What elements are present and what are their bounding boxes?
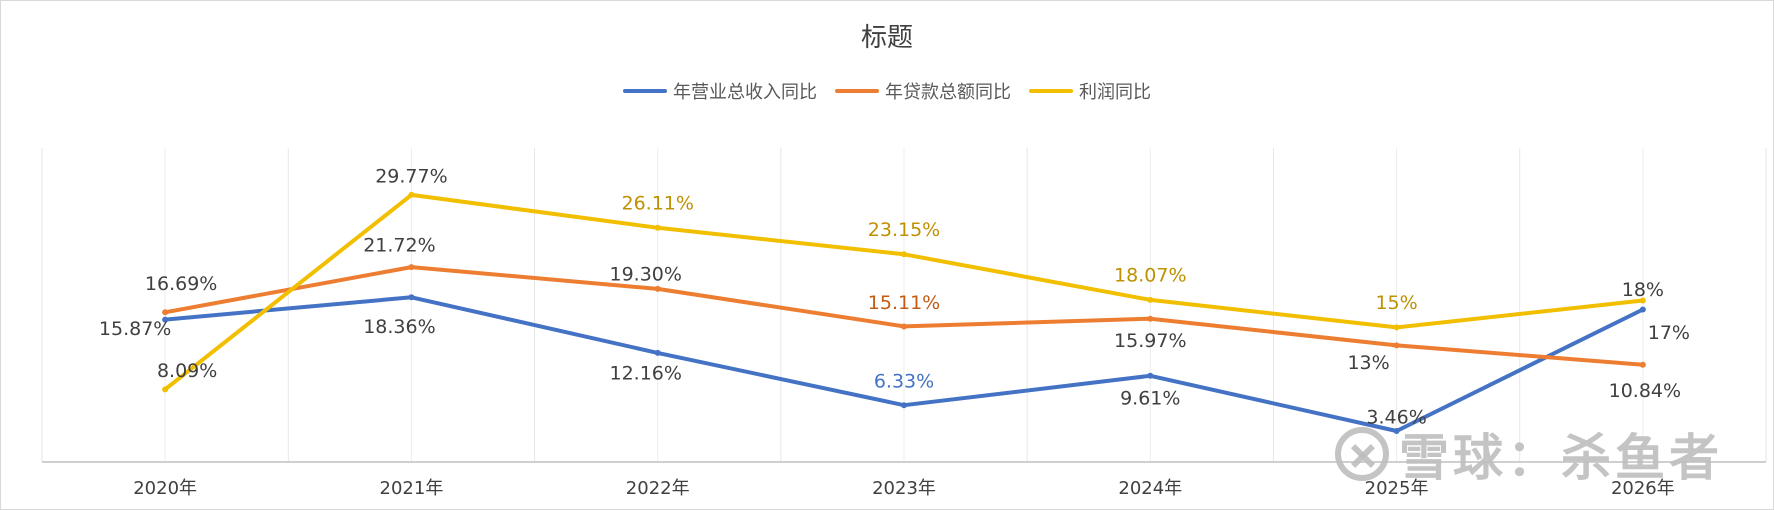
data-point[interactable] <box>162 309 169 316</box>
data-label: 16.69% <box>145 273 217 295</box>
data-label: 23.15% <box>868 219 940 241</box>
legend-item-profit[interactable]: 利润同比 <box>1029 78 1151 104</box>
data-point[interactable] <box>1393 427 1400 434</box>
data-label: 18.07% <box>1114 264 1186 286</box>
data-label: 21.72% <box>363 235 435 257</box>
data-label: 15.11% <box>868 292 940 314</box>
data-point[interactable] <box>408 294 415 301</box>
data-point[interactable] <box>1639 361 1646 368</box>
data-point[interactable] <box>1639 306 1646 313</box>
data-point[interactable] <box>654 349 661 356</box>
data-point[interactable] <box>654 285 661 292</box>
data-label: 15% <box>1375 292 1417 314</box>
data-label: 18% <box>1622 279 1664 301</box>
data-label: 10.84% <box>1609 380 1681 402</box>
data-label: 13% <box>1347 352 1389 374</box>
data-point[interactable] <box>901 323 907 330</box>
data-point[interactable] <box>1147 315 1154 322</box>
data-point[interactable] <box>654 224 661 231</box>
x-tick-label: 2020年 <box>133 478 197 499</box>
data-label: 19.30% <box>609 263 681 285</box>
data-label: 3.46% <box>1366 406 1426 428</box>
data-label: 17% <box>1648 322 1690 344</box>
chart-title: 标题 <box>860 23 913 53</box>
data-label: 26.11% <box>621 192 693 214</box>
x-tick-label: 2024年 <box>1118 478 1182 499</box>
legend-item-loans[interactable]: 年贷款总额同比 <box>835 78 1011 104</box>
x-tick-label: 2023年 <box>872 478 936 499</box>
legend-label-profit: 利润同比 <box>1079 82 1151 103</box>
chart-legend: 年营业总收入同比 年贷款总额同比 利润同比 <box>0 78 1774 104</box>
data-point[interactable] <box>1639 297 1646 304</box>
data-label: 12.16% <box>609 362 681 384</box>
data-label: 29.77% <box>375 165 447 187</box>
data-point[interactable] <box>1393 324 1400 331</box>
x-tick-label: 2026年 <box>1611 478 1675 499</box>
data-label: 6.33% <box>874 371 934 393</box>
data-point[interactable] <box>408 191 415 198</box>
data-point[interactable] <box>408 264 415 271</box>
x-tick-label: 2025年 <box>1365 478 1429 499</box>
data-point[interactable] <box>1147 372 1154 379</box>
legend-swatch-loans <box>835 89 879 93</box>
data-point[interactable] <box>162 316 169 323</box>
data-point[interactable] <box>1393 342 1400 349</box>
legend-label-loans: 年贷款总额同比 <box>885 82 1011 103</box>
data-point[interactable] <box>901 251 907 258</box>
data-point[interactable] <box>901 402 907 409</box>
data-label: 18.36% <box>363 316 435 338</box>
x-tick-label: 2021年 <box>380 478 444 499</box>
data-point[interactable] <box>1147 296 1154 303</box>
data-label: 8.09% <box>157 360 217 382</box>
data-point[interactable] <box>162 386 169 393</box>
data-label: 9.61% <box>1120 387 1180 409</box>
x-tick-label: 2022年 <box>626 478 690 499</box>
data-label: 15.97% <box>1114 330 1186 352</box>
legend-label-revenue: 年营业总收入同比 <box>673 82 817 103</box>
data-label: 15.87% <box>99 318 171 340</box>
legend-item-revenue[interactable]: 年营业总收入同比 <box>623 78 817 104</box>
legend-swatch-revenue <box>623 89 667 93</box>
legend-swatch-profit <box>1029 89 1073 93</box>
